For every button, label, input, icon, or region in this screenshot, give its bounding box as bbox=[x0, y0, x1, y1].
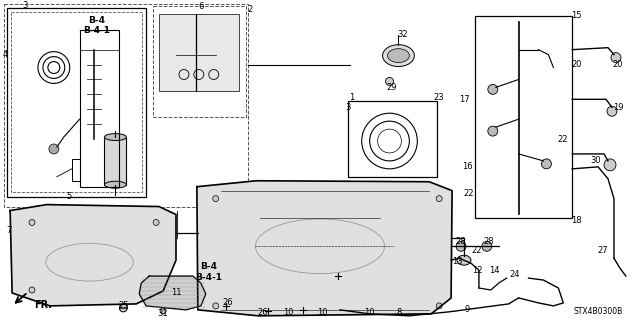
Text: 10: 10 bbox=[283, 308, 294, 317]
Polygon shape bbox=[197, 181, 452, 316]
Circle shape bbox=[482, 241, 492, 251]
Circle shape bbox=[29, 287, 35, 293]
Text: STX4B0300B: STX4B0300B bbox=[573, 307, 623, 316]
Text: 16: 16 bbox=[461, 162, 472, 171]
Text: 22: 22 bbox=[557, 135, 568, 144]
Ellipse shape bbox=[457, 255, 471, 265]
Circle shape bbox=[29, 219, 35, 226]
Text: B-4-1: B-4-1 bbox=[195, 272, 222, 282]
Text: 18: 18 bbox=[571, 216, 582, 225]
Circle shape bbox=[456, 241, 466, 251]
Circle shape bbox=[385, 78, 394, 85]
Bar bbox=[11, 12, 142, 192]
Text: 14: 14 bbox=[490, 266, 500, 275]
Circle shape bbox=[436, 303, 442, 309]
Text: 3: 3 bbox=[345, 103, 351, 112]
Text: 17: 17 bbox=[459, 95, 469, 104]
Ellipse shape bbox=[388, 49, 410, 63]
Circle shape bbox=[541, 159, 552, 169]
Text: 9: 9 bbox=[465, 305, 470, 314]
Circle shape bbox=[436, 196, 442, 202]
Text: B-4: B-4 bbox=[200, 262, 217, 271]
Polygon shape bbox=[140, 276, 206, 310]
Text: 6: 6 bbox=[198, 3, 204, 11]
Text: 20: 20 bbox=[612, 60, 623, 69]
Text: 24: 24 bbox=[509, 270, 520, 278]
Text: 11: 11 bbox=[171, 288, 181, 298]
Text: 3: 3 bbox=[22, 2, 28, 11]
Circle shape bbox=[160, 308, 166, 314]
Text: 12: 12 bbox=[472, 266, 482, 275]
Circle shape bbox=[153, 285, 159, 291]
Text: 27: 27 bbox=[598, 246, 609, 255]
Bar bbox=[348, 101, 437, 177]
Text: 13: 13 bbox=[452, 257, 462, 266]
Bar bbox=[104, 137, 126, 185]
Text: 26: 26 bbox=[257, 308, 268, 317]
Circle shape bbox=[212, 196, 219, 202]
Text: 2: 2 bbox=[248, 5, 253, 14]
Circle shape bbox=[488, 126, 498, 136]
Text: 22: 22 bbox=[464, 189, 474, 198]
Text: 32: 32 bbox=[397, 30, 408, 39]
Bar bbox=[475, 16, 572, 219]
Text: 1: 1 bbox=[349, 93, 355, 102]
Circle shape bbox=[120, 304, 127, 312]
Text: FR.: FR. bbox=[34, 300, 52, 310]
Text: 22: 22 bbox=[472, 246, 482, 255]
Polygon shape bbox=[10, 204, 176, 306]
Text: 19: 19 bbox=[612, 103, 623, 112]
Bar bbox=[4, 4, 248, 207]
Circle shape bbox=[49, 144, 59, 154]
Text: 30: 30 bbox=[591, 156, 602, 165]
Ellipse shape bbox=[104, 134, 126, 141]
Circle shape bbox=[611, 53, 621, 63]
Circle shape bbox=[488, 85, 498, 94]
Bar bbox=[159, 14, 239, 91]
Bar bbox=[7, 8, 146, 197]
Text: 5: 5 bbox=[66, 192, 72, 201]
Circle shape bbox=[607, 106, 617, 116]
Text: 25: 25 bbox=[118, 301, 129, 310]
Text: 28: 28 bbox=[456, 237, 467, 246]
Circle shape bbox=[153, 219, 159, 226]
Text: 10: 10 bbox=[317, 308, 327, 317]
Bar bbox=[72, 159, 79, 181]
Text: 31: 31 bbox=[158, 309, 168, 318]
Text: 8: 8 bbox=[397, 308, 402, 317]
Text: B-4: B-4 bbox=[88, 16, 105, 25]
Text: 20: 20 bbox=[571, 60, 582, 69]
Ellipse shape bbox=[383, 45, 414, 67]
Text: 15: 15 bbox=[571, 11, 582, 20]
Ellipse shape bbox=[104, 181, 126, 188]
Text: 23: 23 bbox=[434, 93, 445, 102]
Text: 28: 28 bbox=[484, 237, 494, 246]
Text: 4: 4 bbox=[3, 50, 8, 59]
Text: 10: 10 bbox=[364, 308, 375, 317]
Bar bbox=[153, 6, 246, 117]
Text: B-4-1: B-4-1 bbox=[83, 26, 110, 35]
Text: 7: 7 bbox=[6, 226, 12, 235]
Circle shape bbox=[604, 159, 616, 171]
Text: 26: 26 bbox=[222, 298, 233, 308]
Circle shape bbox=[212, 303, 219, 309]
Text: 29: 29 bbox=[387, 83, 397, 92]
